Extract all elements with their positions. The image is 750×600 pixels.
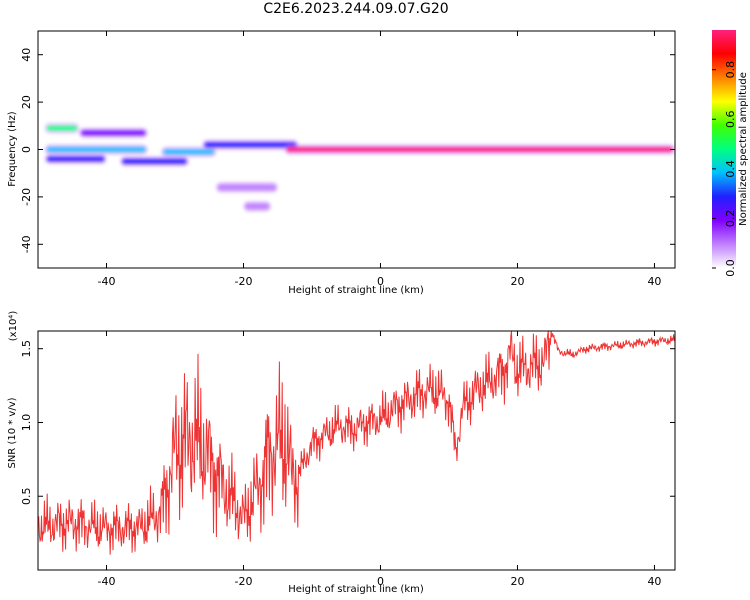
snr-frame: [37, 330, 676, 571]
spectrogram-feature: [286, 147, 673, 152]
spectrogram-feature: [163, 149, 215, 155]
snr-ylabel-visible: SNR (10 * v/v): [7, 397, 18, 468]
spectrogram-feature: [122, 158, 187, 164]
y-tick-label: -40: [20, 235, 33, 253]
snr-xlabel: Height of straight line (km): [288, 584, 424, 595]
spectrogram-feature: [218, 184, 276, 190]
spectrogram-features: [44, 123, 675, 212]
y-tick-label: 0.5: [20, 487, 33, 505]
x-tick-label: 0: [377, 275, 384, 288]
spectrogram-feature: [245, 203, 269, 209]
x-tick-label: 20: [510, 575, 524, 588]
colorbar-tick-label: 0.8: [724, 61, 737, 79]
spectrogram-feature: [46, 147, 146, 152]
x-tick-label: -20: [234, 275, 252, 288]
snr-y-multiplier: (x10⁴): [8, 311, 19, 342]
x-tick-label: -20: [234, 575, 252, 588]
y-tick-label: 0: [20, 146, 33, 153]
y-tick-label: -20: [20, 188, 33, 206]
colorbar-tick-label: 0.0: [724, 259, 737, 277]
colorbar-label: Normalized spectral amplitude: [738, 72, 749, 226]
x-tick-label: 20: [510, 275, 524, 288]
spectrogram-feature: [46, 156, 105, 162]
colorbar-tick-label: 0.4: [724, 160, 737, 178]
x-tick-label: 0: [377, 575, 384, 588]
spectrogram-xlabel: Height of straight line (km): [288, 285, 424, 296]
spectrogram-feature: [46, 125, 78, 131]
colorbar-tick-label: 0.6: [724, 111, 737, 129]
snr-series-line: [38, 331, 675, 555]
figure-title: C2E6.2023.244.09.07.G20: [263, 1, 449, 17]
x-tick-label: 40: [647, 275, 661, 288]
spectrogram-feature: [204, 142, 297, 148]
colorbar-tick-label: 0.2: [724, 210, 737, 228]
spectrogram-chart: -40 -20 0 20 40 -40 -20 0 20 40 Height of straigh…: [7, 30, 749, 296]
y-tick-label: 1.5: [20, 340, 33, 358]
spectrogram-ylabel: Frequency (Hz): [7, 111, 18, 187]
x-tick-label: -40: [98, 275, 116, 288]
y-tick-label: 20: [20, 95, 33, 109]
x-tick-label: -40: [98, 575, 116, 588]
spectrogram-feature: [81, 130, 146, 136]
x-tick-label: 40: [647, 575, 661, 588]
snr-chart: -40 -20 0 20 40 0.5 1.0 1.5 Height of straight …: [7, 311, 676, 595]
y-tick-label: 1.0: [20, 414, 33, 432]
y-tick-label: 40: [20, 48, 33, 62]
